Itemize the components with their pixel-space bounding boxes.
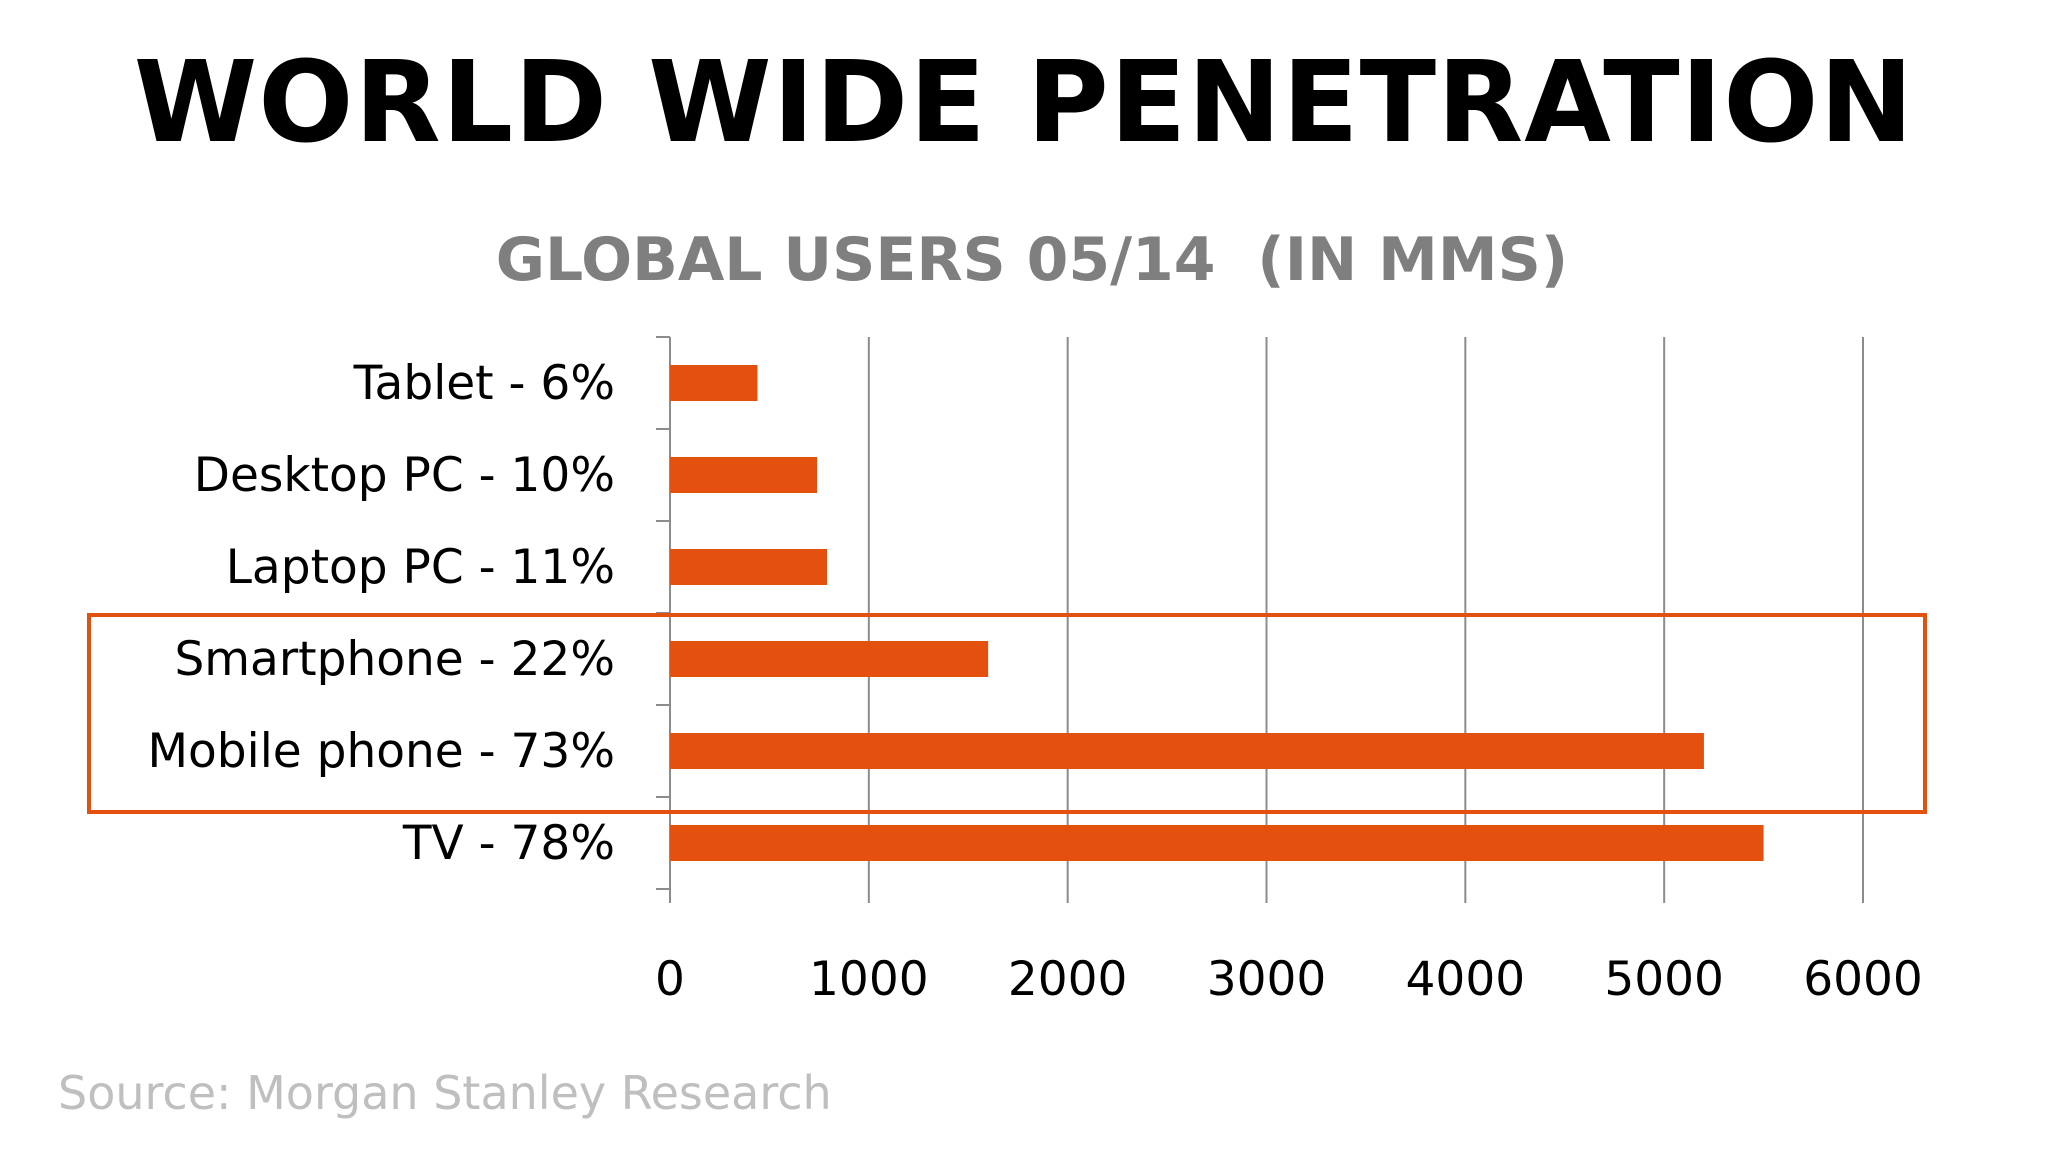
x-tick-label: 2000 xyxy=(1008,952,1128,1007)
bar-2 xyxy=(670,549,828,585)
bars xyxy=(670,365,1764,861)
category-labels: Tablet - 6% Desktop PC - 10% Laptop PC - 1… xyxy=(148,356,616,871)
gridlines xyxy=(656,336,1864,903)
source-note: Source: Morgan Stanley Research xyxy=(58,1066,832,1120)
slide-title: WORLD WIDE PENETRATION xyxy=(133,38,1915,168)
bar-0 xyxy=(670,365,758,401)
x-tick-label: 3000 xyxy=(1207,952,1327,1007)
chart-title: GLOBAL USERS 05/14 (IN MMS) xyxy=(496,225,1568,295)
x-tick-labels: 0 1000 2000 3000 4000 5000 6000 xyxy=(655,952,1923,1007)
category-label: Mobile phone - 73% xyxy=(148,724,616,779)
x-tick-label: 4000 xyxy=(1406,952,1526,1007)
x-tick-label: 1000 xyxy=(809,952,929,1007)
category-label: Smartphone - 22% xyxy=(174,632,615,687)
x-tick-label: 6000 xyxy=(1803,952,1923,1007)
category-label: Desktop PC - 10% xyxy=(194,448,615,503)
bar-3 xyxy=(670,641,989,677)
bar-4 xyxy=(670,733,1704,769)
highlight-box xyxy=(87,613,1927,814)
bar-5 xyxy=(670,825,1764,861)
bar-1 xyxy=(670,457,818,493)
category-label: Laptop PC - 11% xyxy=(226,540,615,595)
category-label: Tablet - 6% xyxy=(353,356,615,411)
x-tick-label: 5000 xyxy=(1604,952,1724,1007)
category-label: TV - 78% xyxy=(402,816,615,871)
x-tick-label: 0 xyxy=(655,952,685,1007)
